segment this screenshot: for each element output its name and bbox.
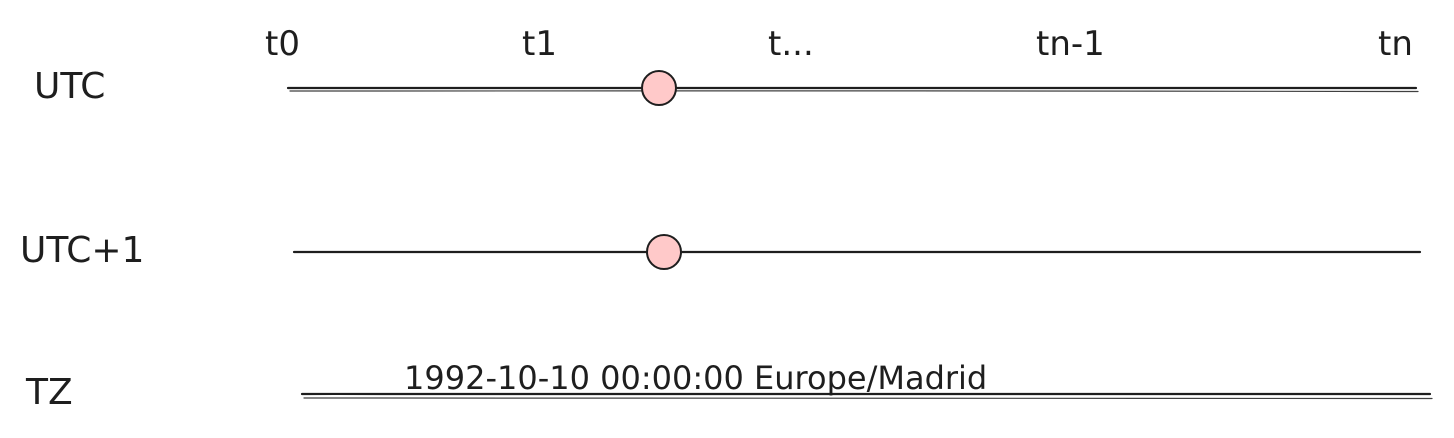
- tz-baseline: [300, 392, 1433, 400]
- utc-instant-marker: [641, 70, 677, 106]
- row-label-utc-plus-1: UTC+1: [20, 230, 144, 271]
- tz-datetime-value: 1992-10-10 00:00:00 Europe/Madrid: [404, 359, 987, 397]
- tick-label-t-ellipsis: t...: [768, 24, 814, 64]
- utc-plus-1-instant-marker: [646, 234, 682, 270]
- tick-label-t0: t0: [265, 24, 300, 64]
- row-label-utc: UTC: [34, 66, 105, 107]
- row-label-tz: TZ: [25, 372, 73, 413]
- tick-label-tn-minus-1: tn-1: [1036, 24, 1105, 64]
- tick-label-tn: tn: [1378, 24, 1413, 64]
- tick-label-t1: t1: [522, 24, 557, 64]
- utc-timeline: [286, 86, 1419, 93]
